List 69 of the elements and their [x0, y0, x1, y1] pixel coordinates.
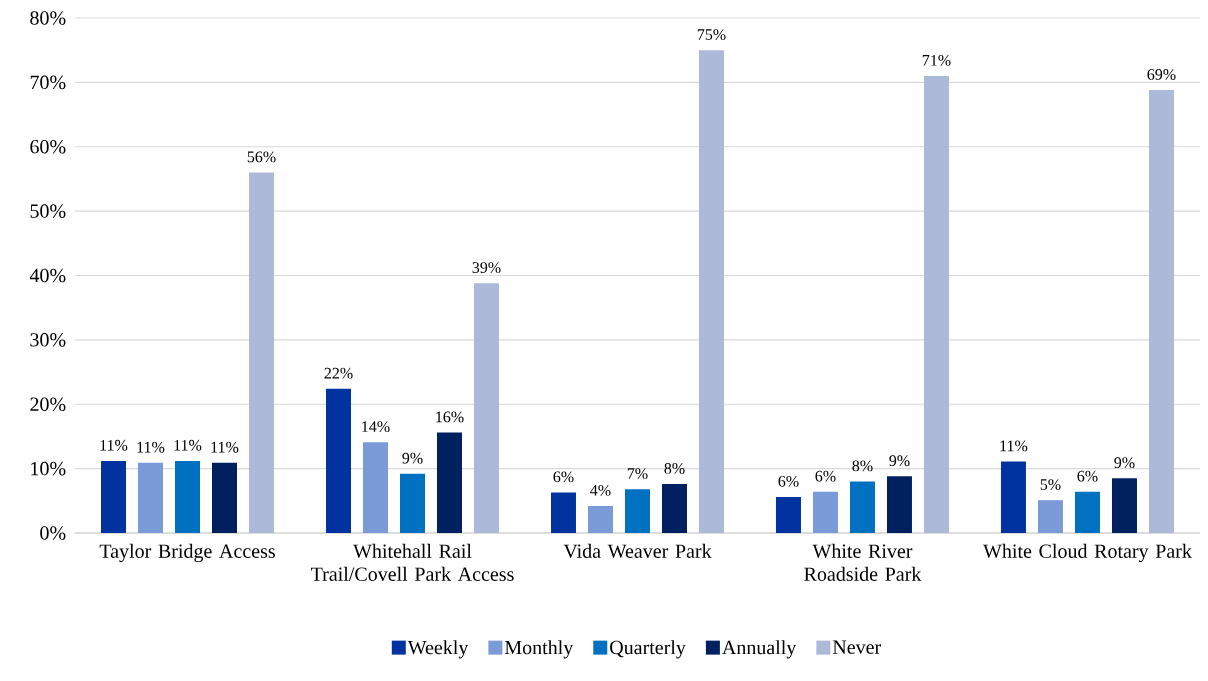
bar [886, 476, 912, 533]
bar [1000, 461, 1026, 533]
y-tick-label: 70% [30, 75, 66, 90]
data-label: 69% [1147, 69, 1176, 80]
legend-label: Annually [722, 640, 797, 659]
data-label: 22% [324, 367, 353, 379]
legend-label: Quarterly [610, 640, 686, 659]
data-label: 8% [852, 460, 873, 472]
data-label: 39% [472, 262, 501, 274]
bar [1111, 478, 1137, 533]
bar [1037, 500, 1063, 533]
bar [325, 388, 351, 533]
bar [249, 172, 274, 533]
data-label: 75% [697, 29, 726, 40]
data-label: 9% [1114, 457, 1135, 469]
data-label: 6% [1077, 470, 1098, 482]
data-label: 9% [889, 455, 910, 467]
y-tick-label: 50% [30, 204, 66, 218]
x-tick-label: White Cloud Rotary Park [983, 543, 1192, 563]
bar [661, 484, 687, 533]
data-label: 6% [815, 470, 836, 482]
bar [101, 460, 126, 533]
y-tick-label: 30% [30, 333, 66, 347]
data-label: 11% [211, 441, 239, 453]
bar [1148, 90, 1174, 533]
data-label: 11% [137, 441, 165, 453]
data-label: 5% [1040, 479, 1061, 490]
y-tick-label: 20% [30, 397, 66, 412]
x-tick-label: Whitehall Rail Trail/Covell Park Access [311, 543, 514, 581]
bar [399, 473, 425, 533]
bar [362, 442, 388, 533]
bar [212, 462, 237, 533]
data-label: 11% [100, 439, 128, 451]
x-tick-label: Taylor Bridge Access [99, 543, 275, 563]
data-label: 9% [402, 452, 423, 464]
bar [624, 489, 650, 533]
y-tick-label: 60% [30, 139, 66, 154]
data-label: 6% [778, 475, 799, 487]
y-tick-label: 80% [30, 11, 66, 25]
bar [138, 462, 163, 533]
legend-label: Never [832, 640, 881, 654]
data-label: 11% [1000, 440, 1028, 452]
legend-label: Monthly [504, 640, 574, 659]
data-label: 8% [664, 463, 685, 474]
bar [1074, 491, 1100, 533]
bar [587, 505, 613, 533]
bar [812, 491, 838, 533]
data-label: 6% [553, 471, 574, 483]
bar [550, 492, 576, 533]
x-tick-label: Vida Weaver Park [563, 543, 712, 559]
bar [698, 50, 724, 533]
data-label: 14% [362, 421, 390, 433]
bar [175, 460, 200, 533]
y-tick-label: 10% [31, 461, 66, 476]
bar [923, 75, 949, 533]
x-tick-label: White River Roadside Park [804, 543, 922, 581]
y-tick-label: 0% [40, 526, 66, 540]
data-label: 4% [590, 484, 611, 496]
bar [473, 283, 499, 533]
data-label: 16% [436, 411, 464, 423]
bar [775, 496, 801, 533]
legend-label: Weekly [407, 640, 469, 659]
data-label: 56% [247, 151, 276, 163]
data-label: 71% [922, 54, 951, 66]
bar [436, 432, 462, 533]
bar [849, 481, 875, 533]
data-label: 11% [174, 439, 202, 451]
data-label: 7% [627, 468, 648, 480]
y-tick-label: 40% [29, 268, 66, 283]
